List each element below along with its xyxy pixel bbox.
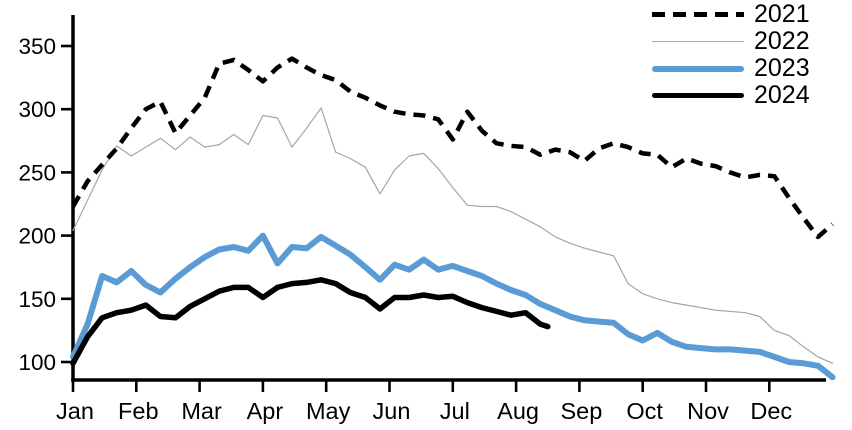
- x-tick-label: Aug: [497, 398, 539, 424]
- y-tick-label: 250: [18, 160, 56, 185]
- legend-label-2022: 2022: [754, 27, 810, 55]
- x-tick-label: May: [306, 398, 351, 424]
- x-tick-label: Jun: [373, 398, 411, 424]
- y-tick-label: 350: [18, 34, 56, 59]
- x-tick-label: Sep: [560, 398, 602, 424]
- series-line-2022: [72, 107, 834, 364]
- x-tick-label: Oct: [626, 398, 663, 424]
- x-tick-label: Jul: [440, 398, 470, 424]
- y-tick-label: 150: [18, 287, 56, 312]
- y-tick-label: 300: [18, 97, 56, 122]
- chart-legend: 2021 2022 2023 2024: [652, 1, 810, 109]
- legend-swatch-2021: [652, 12, 744, 17]
- series-line-2024: [70, 277, 551, 367]
- legend-item-2022: 2022: [652, 28, 810, 55]
- legend-item-2023: 2023: [652, 55, 810, 82]
- x-tick-label: Mar: [181, 398, 222, 424]
- y-tick-label: 200: [18, 224, 56, 249]
- legend-swatch-2023: [652, 65, 744, 72]
- x-tick-label: Apr: [247, 398, 284, 424]
- x-tick-label: Feb: [118, 398, 159, 424]
- legend-swatch-2022: [652, 40, 744, 43]
- legend-item-2021: 2021: [652, 1, 810, 28]
- legend-swatch-2024: [652, 92, 744, 99]
- y-tick-label: 100: [18, 350, 56, 375]
- legend-label-2021: 2021: [754, 0, 810, 28]
- x-tick-label: Dec: [750, 398, 792, 424]
- x-tick-label: Jan: [56, 398, 94, 424]
- legend-label-2023: 2023: [754, 54, 810, 82]
- legend-item-2024: 2024: [652, 82, 810, 109]
- series-line-2023: [70, 232, 836, 381]
- legend-label-2024: 2024: [754, 81, 810, 109]
- series-line-2021: [71, 56, 835, 240]
- x-tick-label: Nov: [687, 398, 729, 424]
